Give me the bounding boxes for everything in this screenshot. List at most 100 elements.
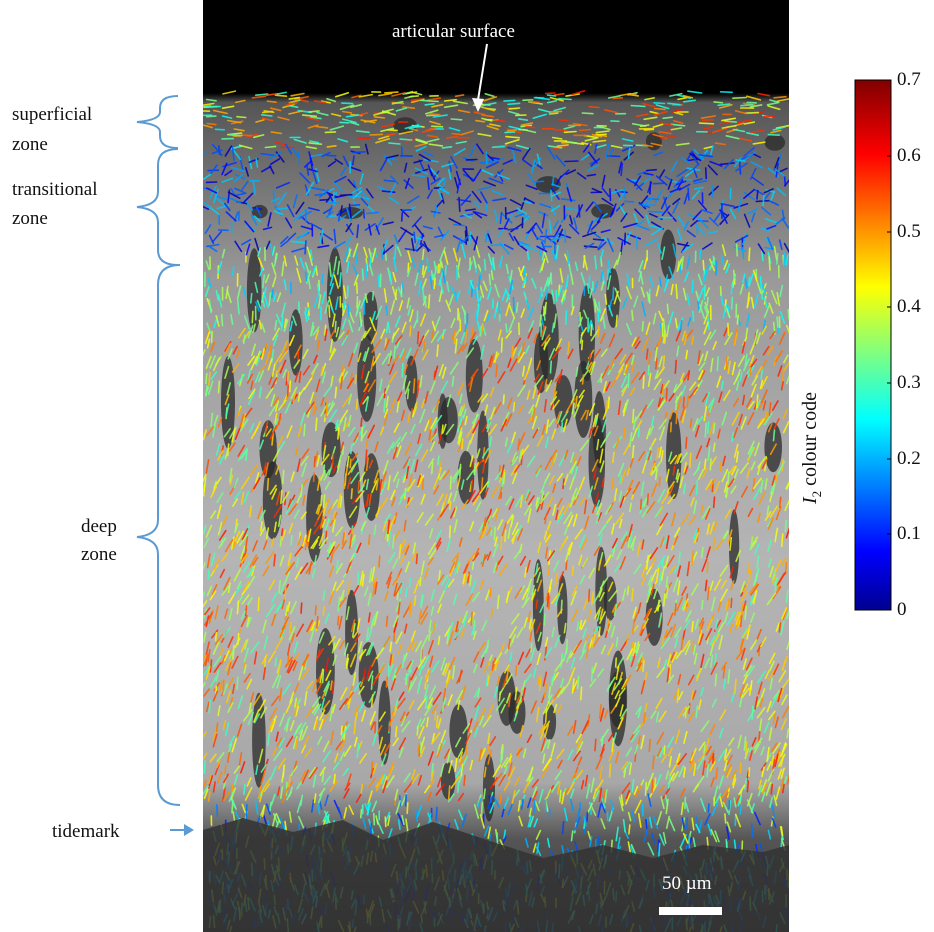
orientation-stroke	[638, 203, 651, 208]
orientation-stroke	[489, 587, 492, 598]
orientation-stroke	[300, 225, 313, 230]
orientation-stroke	[385, 615, 389, 628]
orientation-stroke	[281, 529, 287, 541]
orientation-stroke	[527, 797, 532, 809]
orientation-stroke	[734, 122, 745, 127]
orientation-stroke	[458, 311, 461, 324]
orientation-stroke	[413, 595, 417, 607]
orientation-stroke	[452, 247, 458, 262]
orientation-stroke	[280, 236, 289, 245]
orientation-stroke	[237, 444, 246, 457]
orientation-stroke	[679, 372, 685, 382]
orientation-stroke	[646, 291, 651, 304]
orientation-stroke	[418, 676, 423, 686]
orientation-stroke	[236, 723, 243, 737]
orientation-stroke	[608, 589, 618, 602]
orientation-stroke	[769, 505, 778, 519]
deep-zone-label-line2: zone	[81, 544, 117, 565]
orientation-stroke	[384, 816, 387, 828]
orientation-stroke	[512, 296, 515, 313]
orientation-stroke	[543, 398, 548, 413]
orientation-stroke	[693, 186, 704, 190]
orientation-stroke	[516, 627, 524, 639]
orientation-stroke	[770, 783, 774, 795]
orientation-stroke	[321, 685, 329, 699]
orientation-stroke	[743, 121, 756, 125]
orientation-stroke	[522, 99, 534, 102]
orientation-stroke	[629, 457, 634, 469]
orientation-stroke	[409, 676, 418, 691]
orientation-stroke	[255, 119, 265, 123]
orientation-stroke	[593, 477, 599, 490]
orientation-stroke	[555, 509, 559, 521]
orientation-stroke	[401, 654, 406, 669]
orientation-stroke	[209, 186, 217, 199]
orientation-stroke	[373, 812, 376, 826]
chondrocyte-lacuna	[535, 176, 561, 193]
orientation-stroke	[651, 832, 656, 844]
orientation-stroke	[215, 289, 219, 301]
orientation-stroke	[208, 774, 212, 784]
orientation-stroke	[643, 497, 648, 508]
orientation-stroke	[404, 442, 412, 457]
orientation-stroke	[427, 697, 434, 709]
orientation-stroke	[706, 523, 711, 535]
orientation-stroke	[428, 429, 432, 441]
orientation-stroke	[427, 138, 440, 143]
orientation-stroke	[419, 375, 423, 388]
orientation-stroke	[314, 451, 319, 462]
orientation-stroke	[249, 422, 255, 433]
orientation-stroke	[487, 749, 493, 765]
orientation-stroke	[508, 317, 515, 332]
orientation-stroke	[552, 503, 557, 516]
orientation-stroke	[734, 110, 748, 115]
orientation-stroke	[675, 142, 690, 146]
orientation-stroke	[458, 393, 463, 404]
orientation-stroke	[736, 314, 739, 325]
orientation-stroke	[339, 409, 349, 423]
orientation-stroke	[446, 280, 450, 293]
orientation-stroke	[417, 259, 423, 274]
orientation-stroke	[733, 332, 738, 346]
orientation-stroke	[281, 261, 285, 277]
orientation-stroke	[737, 796, 742, 807]
orientation-stroke	[658, 476, 661, 487]
orientation-stroke	[411, 238, 415, 252]
orientation-stroke	[623, 443, 631, 456]
orientation-stroke	[427, 557, 435, 566]
orientation-stroke	[620, 469, 627, 485]
orientation-stroke	[304, 160, 312, 168]
orientation-stroke	[371, 800, 378, 813]
orientation-stroke	[350, 537, 356, 548]
orientation-stroke	[779, 310, 786, 324]
orientation-stroke	[231, 738, 238, 753]
orientation-stroke	[608, 763, 612, 778]
orientation-stroke	[658, 310, 664, 322]
orientation-stroke	[745, 132, 760, 136]
orientation-stroke	[481, 447, 490, 459]
orientation-stroke	[222, 679, 225, 691]
orientation-stroke	[339, 686, 348, 701]
orientation-stroke	[329, 271, 335, 287]
orientation-stroke	[442, 469, 451, 480]
orientation-stroke	[268, 151, 283, 160]
orientation-stroke	[682, 483, 687, 495]
orientation-stroke	[601, 197, 614, 207]
orientation-stroke	[527, 815, 532, 828]
orientation-stroke	[279, 535, 283, 547]
orientation-stroke	[650, 569, 658, 582]
orientation-stroke	[474, 211, 488, 217]
orientation-stroke	[747, 561, 751, 575]
orientation-stroke	[706, 586, 710, 601]
orientation-stroke	[477, 394, 484, 403]
orientation-stroke	[211, 149, 223, 155]
orientation-stroke	[260, 152, 275, 157]
orientation-stroke	[437, 635, 441, 646]
orientation-stroke	[404, 95, 414, 99]
orientation-stroke	[303, 377, 313, 391]
orientation-stroke	[343, 807, 348, 819]
orientation-stroke	[509, 269, 513, 283]
orientation-stroke	[735, 159, 746, 162]
orientation-stroke	[729, 566, 734, 579]
orientation-stroke	[553, 560, 560, 572]
